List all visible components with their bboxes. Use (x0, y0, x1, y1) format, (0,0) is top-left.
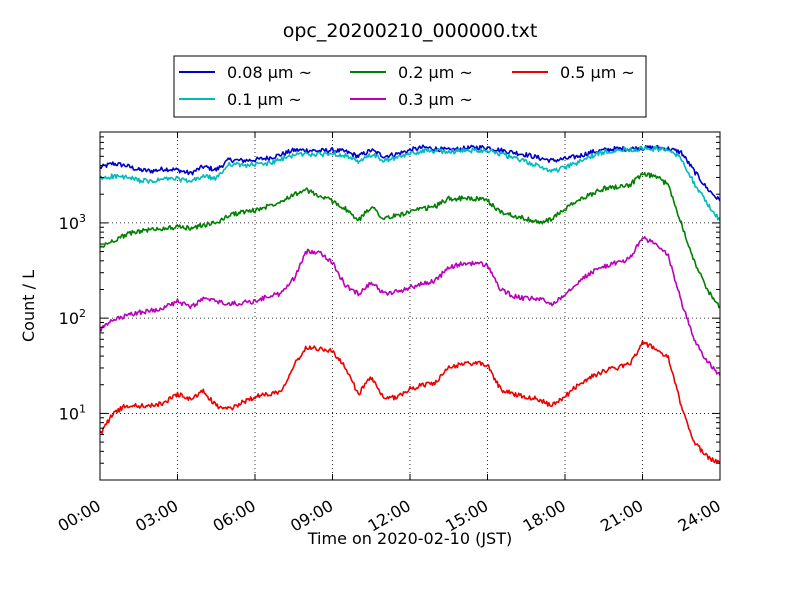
x-tick-label: 18:00 (520, 496, 569, 536)
series-layer (99, 144, 721, 464)
legend: 0.08 μm ~ 0.1 μm ~ 0.2 μm ~ 0.3 μm ~ 0.5 μm … (173, 55, 647, 118)
legend-label: 0.1 μm ~ (227, 90, 302, 109)
x-tick-label: 00:00 (55, 496, 104, 536)
legend-label: 0.5 μm ~ (560, 63, 635, 82)
x-axis-label: Time on 2020-02-10 (JST) (307, 529, 512, 548)
x-tick-label: 24:00 (675, 496, 724, 536)
x-tick-label: 03:00 (132, 496, 181, 536)
y-tick-label: 102 (59, 307, 86, 328)
y-tick-labels: 101 102 103 (59, 212, 86, 424)
chart-title: opc_20200210_000000.txt (283, 20, 538, 42)
x-tick-label: 06:00 (210, 496, 259, 536)
ticks (99, 131, 721, 481)
series-line (99, 145, 721, 222)
grid (100, 132, 720, 480)
legend-label: 0.3 μm ~ (398, 90, 473, 109)
x-tick-label: 21:00 (597, 496, 646, 536)
y-tick-label: 101 (59, 402, 86, 423)
y-tick-label: 103 (59, 212, 86, 233)
series-line (99, 236, 721, 376)
series-line (99, 340, 721, 464)
series-line (99, 171, 721, 309)
legend-label: 0.08 μm ~ (227, 63, 312, 82)
legend-label: 0.2 μm ~ (398, 63, 473, 82)
legend-box (173, 55, 647, 118)
series-line (99, 144, 721, 202)
y-axis-label: Count / L (19, 270, 38, 342)
